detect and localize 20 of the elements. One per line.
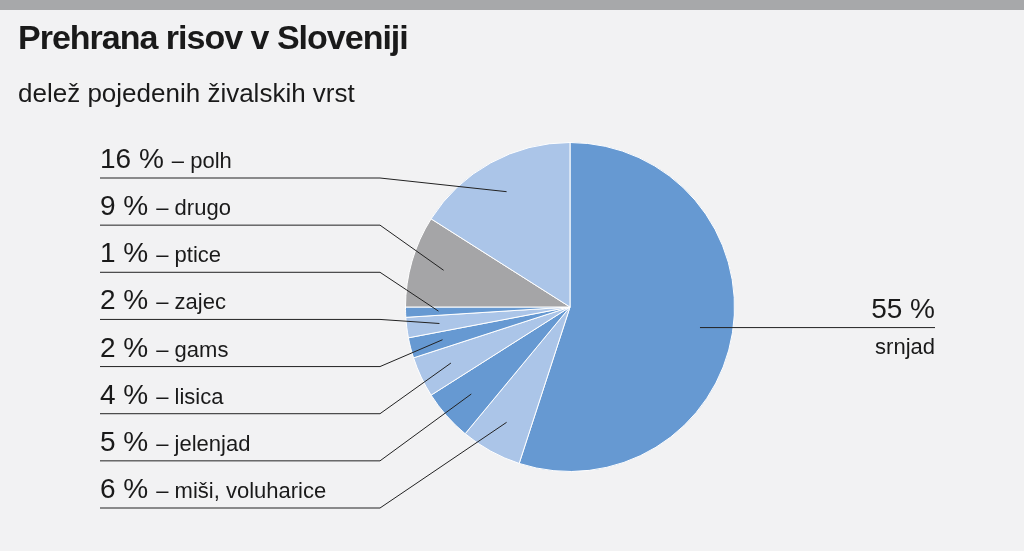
data-label: 55 % <box>871 292 935 324</box>
data-label: 2 % <box>100 331 149 363</box>
slice-label: – gams <box>156 336 229 362</box>
data-label: 1 % <box>100 237 149 269</box>
data-label: 5 % <box>100 425 149 457</box>
data-label: 2 % <box>100 284 149 316</box>
slice-label: srnjad <box>875 333 935 359</box>
data-label: 16 % <box>100 143 164 174</box>
data-label: 4 % <box>100 378 149 410</box>
data-label: 9 % <box>100 190 149 222</box>
slice-label: – drugo <box>156 195 231 221</box>
slice-label: – lisica <box>156 383 225 409</box>
data-label: 6 % <box>100 473 149 504</box>
chart-subtitle: delež pojedenih živalskih vrst <box>18 78 355 109</box>
chart-title: Prehrana risov v Sloveniji <box>18 18 408 57</box>
slice-label: – ptice <box>156 242 222 268</box>
slice-label: – polh <box>171 148 232 173</box>
slice-label: – zajec <box>156 289 226 315</box>
slice-label: – miši, voluharice <box>156 478 327 503</box>
slice-label: – jelenjad <box>156 430 251 456</box>
